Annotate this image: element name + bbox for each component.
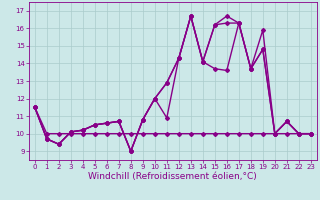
X-axis label: Windchill (Refroidissement éolien,°C): Windchill (Refroidissement éolien,°C)	[88, 172, 257, 181]
